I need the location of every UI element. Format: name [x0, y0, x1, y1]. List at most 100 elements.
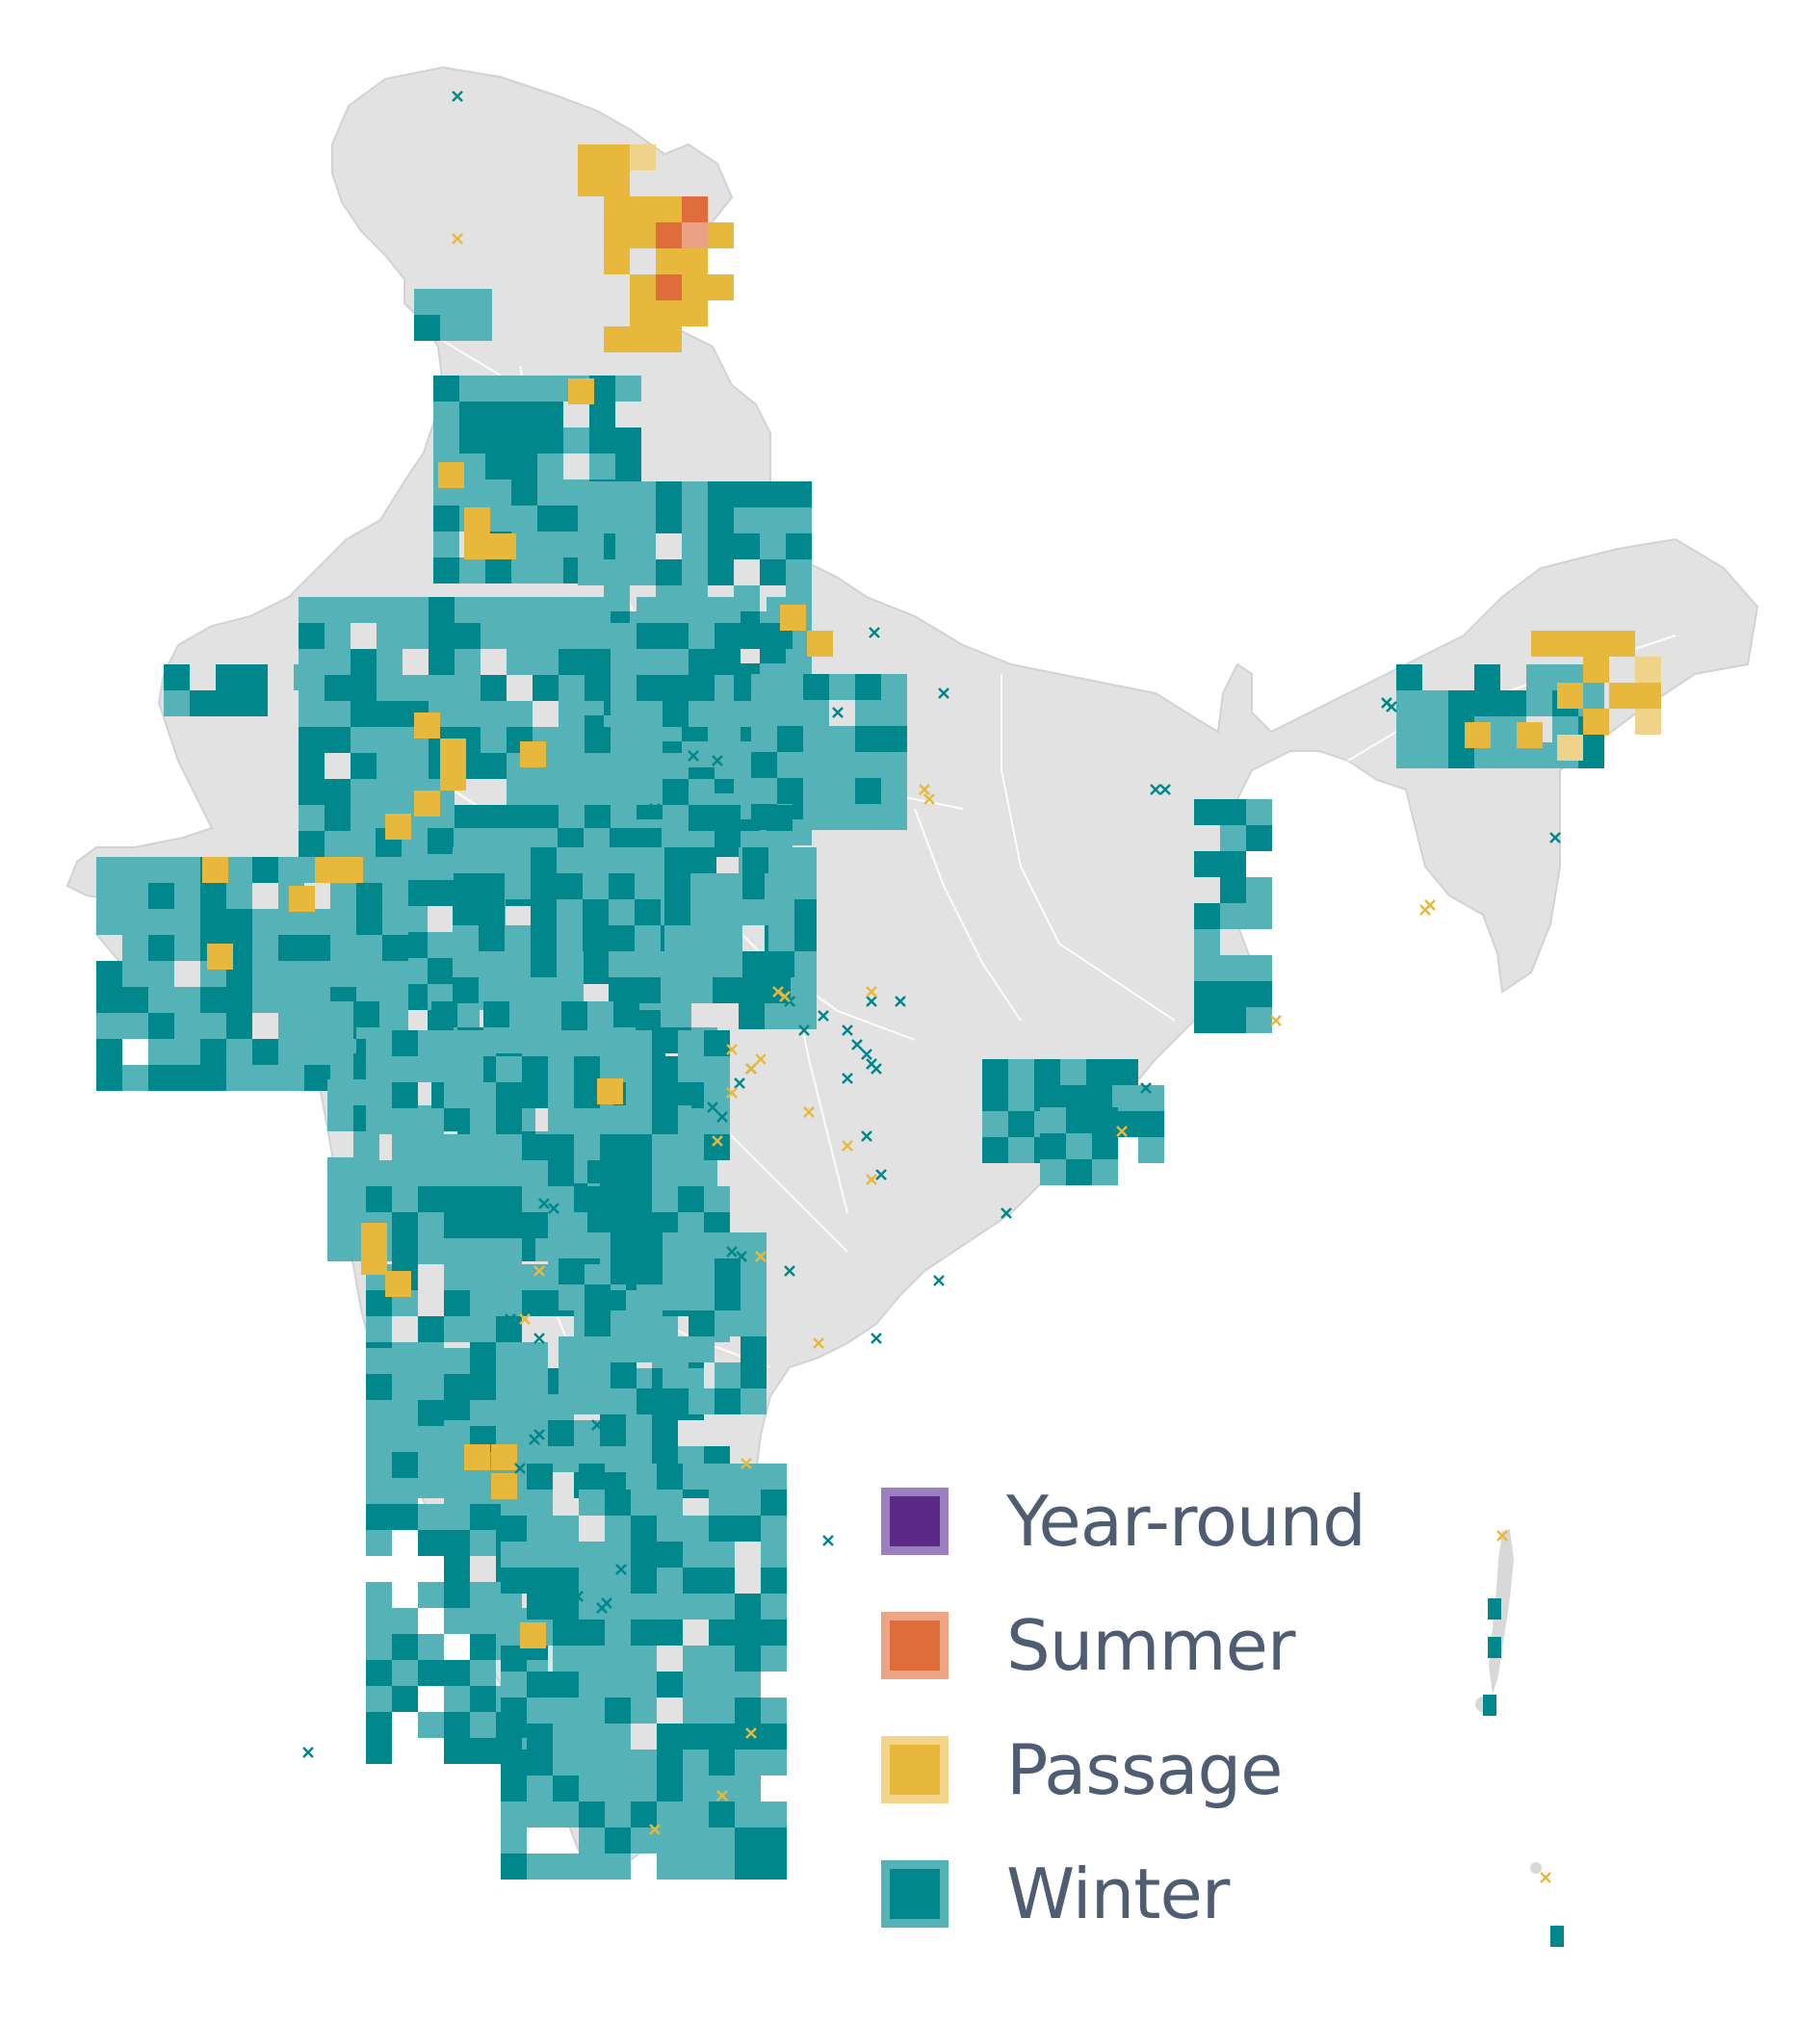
occupancy-cell	[689, 1388, 715, 1414]
occupancy-cell	[1008, 1111, 1034, 1137]
occupancy-cell	[751, 804, 777, 830]
occupancy-cell	[605, 1724, 631, 1750]
occupancy-cell	[765, 873, 791, 899]
occupancy-cell	[635, 925, 661, 951]
occupancy-cell	[689, 675, 715, 701]
occupancy-cell	[751, 752, 777, 778]
occupancy-cell	[527, 1464, 553, 1490]
occupancy-cell	[522, 1030, 548, 1056]
occupancy-cell	[568, 378, 594, 404]
occupancy-cell	[470, 1738, 496, 1764]
occupancy-cell	[589, 402, 615, 428]
occupancy-cell	[511, 428, 537, 454]
occupancy-cell	[604, 222, 630, 248]
occupancy-cell	[741, 1258, 767, 1284]
occupancy-cell	[522, 1056, 548, 1082]
occupancy-cell	[330, 961, 356, 987]
occupancy-cell	[760, 533, 786, 559]
occupancy-cell	[683, 1724, 709, 1750]
occupancy-cell	[678, 1186, 704, 1212]
occupancy-cell	[392, 1608, 418, 1634]
occupancy-cell	[444, 1582, 470, 1608]
occupancy-cell	[630, 481, 656, 507]
occupancy-cell	[453, 977, 479, 1003]
occupancy-cell	[715, 649, 741, 675]
record-cross	[533, 1333, 545, 1344]
occupancy-cell	[496, 1056, 522, 1082]
occupancy-cell	[200, 1065, 226, 1091]
occupancy-cell	[637, 727, 663, 753]
occupancy-cell	[226, 909, 252, 935]
occupancy-cell	[657, 1542, 683, 1568]
occupancy-cell	[470, 1238, 496, 1264]
occupancy-cell	[353, 1001, 379, 1027]
occupancy-cell	[1060, 1059, 1086, 1085]
occupancy-cell	[678, 1056, 704, 1082]
occupancy-cell	[704, 1056, 730, 1082]
occupancy-cell	[377, 597, 403, 623]
occupancy-cell	[604, 326, 630, 352]
occupancy-cell	[611, 1362, 637, 1388]
occupancy-cell	[1220, 1007, 1246, 1033]
occupancy-cell	[122, 1065, 148, 1091]
occupancy-cell	[761, 1594, 787, 1620]
occupancy-cell	[690, 951, 716, 977]
occupancy-cell	[351, 597, 377, 623]
occupancy-cell	[496, 1342, 522, 1368]
occupancy-cell	[760, 559, 786, 585]
occupancy-cell	[418, 1634, 444, 1660]
occupancy-cell	[626, 1160, 652, 1186]
occupancy-cell	[600, 1134, 626, 1160]
occupancy-cell	[356, 883, 382, 909]
occupancy-cell	[299, 831, 325, 857]
occupancy-cell	[479, 977, 505, 1003]
occupancy-cell	[1060, 1085, 1086, 1111]
occupancy-cell	[678, 1030, 704, 1056]
occupancy-cell	[496, 1238, 522, 1264]
occupancy-cell	[1557, 631, 1583, 657]
occupancy-cell	[741, 1336, 767, 1362]
occupancy-cell	[631, 1464, 657, 1490]
occupancy-cell	[418, 1056, 444, 1082]
occupancy-cell	[585, 1388, 611, 1414]
occupancy-cell	[537, 557, 563, 583]
record-cross	[716, 1790, 728, 1802]
occupancy-cell	[418, 1108, 444, 1134]
occupancy-cell	[735, 1646, 761, 1672]
occupancy-cell	[527, 1516, 553, 1542]
occupancy-cell	[418, 1134, 444, 1160]
record-cross	[533, 1265, 545, 1277]
occupancy-cell	[715, 1284, 741, 1310]
occupancy-cell	[709, 1542, 735, 1568]
occupancy-cell	[481, 597, 507, 623]
occupancy-cell	[716, 925, 742, 951]
occupancy-cell	[761, 1698, 787, 1724]
occupancy-cell	[382, 883, 408, 909]
record-cross	[1496, 1530, 1508, 1542]
record-cross	[1540, 1872, 1551, 1883]
occupancy-cell	[304, 987, 330, 1013]
occupancy-cell	[252, 857, 278, 883]
occupancy-cell	[496, 1290, 522, 1316]
occupancy-cell	[507, 779, 533, 805]
occupancy-cell	[615, 454, 641, 480]
occupancy-cell	[605, 1490, 631, 1516]
occupancy-cell	[715, 701, 741, 727]
occupancy-cell	[1194, 903, 1220, 929]
occupancy-cell	[683, 1828, 709, 1854]
occupancy-cell	[657, 1594, 683, 1620]
occupancy-cell	[600, 1420, 626, 1446]
legend-item-passage: Passage	[881, 1707, 1497, 1831]
legend-label: Year-round	[1006, 1480, 1366, 1562]
occupancy-cell	[664, 899, 690, 925]
occupancy-cell	[652, 1082, 678, 1108]
occupancy-cell	[429, 675, 455, 701]
occupancy-cell	[715, 623, 741, 649]
occupancy-cell	[418, 1712, 444, 1738]
occupancy-cell	[709, 1802, 735, 1828]
occupancy-cell	[605, 1828, 631, 1854]
occupancy-cell	[585, 779, 611, 805]
occupancy-cell	[444, 1738, 470, 1764]
occupancy-cell	[735, 1854, 761, 1879]
occupancy-cell	[278, 909, 304, 935]
